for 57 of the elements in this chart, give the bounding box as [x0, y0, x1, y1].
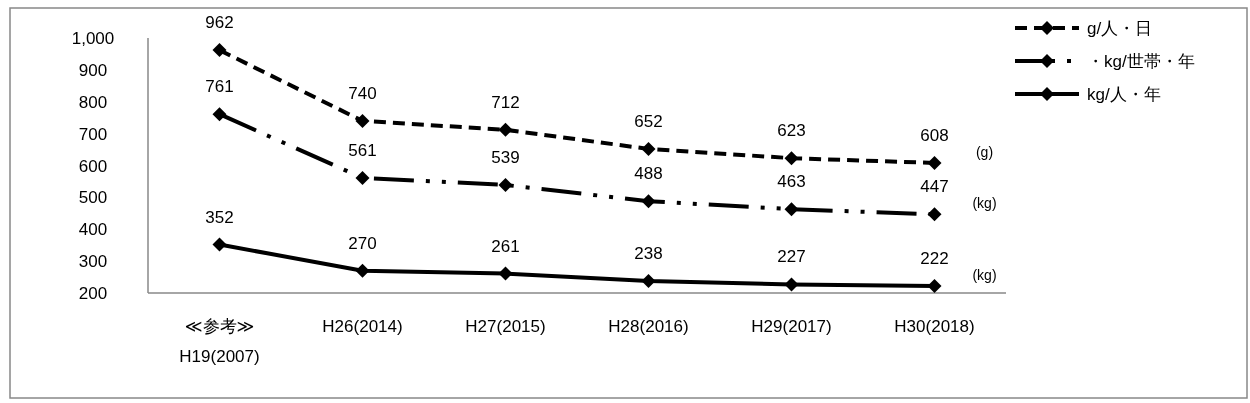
point: [927, 207, 942, 222]
point: [927, 278, 942, 293]
point: [212, 237, 227, 252]
point: [498, 266, 513, 281]
y-tick-label: 700: [78, 124, 108, 144]
y-tick-label: 800: [78, 92, 108, 112]
point: [498, 177, 513, 192]
point: [498, 122, 513, 137]
point: [641, 273, 656, 288]
data-label: 652: [634, 111, 663, 131]
point: [784, 151, 799, 166]
annotation: (g): [975, 143, 994, 160]
data-label: 261: [491, 236, 520, 256]
legend-label: g/人・日: [1087, 19, 1153, 38]
point: [355, 113, 370, 128]
point: [927, 155, 942, 170]
annotation: (kg): [972, 266, 997, 283]
data-label: 222: [920, 248, 949, 268]
legend-label: kg/人・年: [1087, 85, 1161, 104]
y-tick-label: 900: [78, 60, 108, 80]
legend-label: ・kg/世帯・年: [1087, 52, 1195, 71]
data-label: 463: [777, 172, 806, 192]
data-label: 447: [920, 177, 949, 197]
y-tick-label: 1,000: [71, 29, 115, 48]
data-label: 539: [491, 147, 520, 167]
data-label: 270: [348, 233, 377, 253]
y-tick-label: 200: [78, 284, 108, 303]
data-label: 761: [205, 77, 234, 97]
x-tick-label: H27(2015): [465, 317, 546, 336]
data-label: 623: [777, 121, 806, 141]
point: [784, 202, 799, 217]
data-label: 227: [777, 247, 806, 267]
point: [355, 263, 370, 278]
data-label: 740: [348, 83, 377, 103]
x-tick-label: H29(2017): [751, 317, 832, 336]
point: [641, 141, 656, 156]
annotation: (kg): [972, 195, 997, 212]
data-label: 352: [205, 207, 234, 227]
point: [641, 194, 656, 209]
x-tick-label: H30(2018): [894, 317, 975, 336]
data-label: 962: [205, 13, 234, 33]
point: [355, 170, 370, 185]
y-tick-label: 400: [78, 220, 108, 240]
y-tick-label: 600: [78, 156, 108, 176]
data-label: 561: [348, 140, 377, 160]
x-tick-label: H26(2014): [322, 317, 403, 336]
point: [212, 107, 227, 122]
y-tick-label: 300: [78, 252, 108, 272]
point: [212, 43, 227, 58]
data-label: 488: [634, 164, 663, 184]
data-label: 712: [491, 92, 520, 112]
x-tick-label: ≪参考≫ H19(2007): [179, 317, 260, 366]
data-label: 608: [920, 125, 949, 145]
data-label: 238: [634, 243, 663, 263]
y-tick-label: 500: [78, 188, 108, 208]
point: [784, 277, 799, 292]
x-tick-label: H28(2016): [608, 317, 689, 336]
